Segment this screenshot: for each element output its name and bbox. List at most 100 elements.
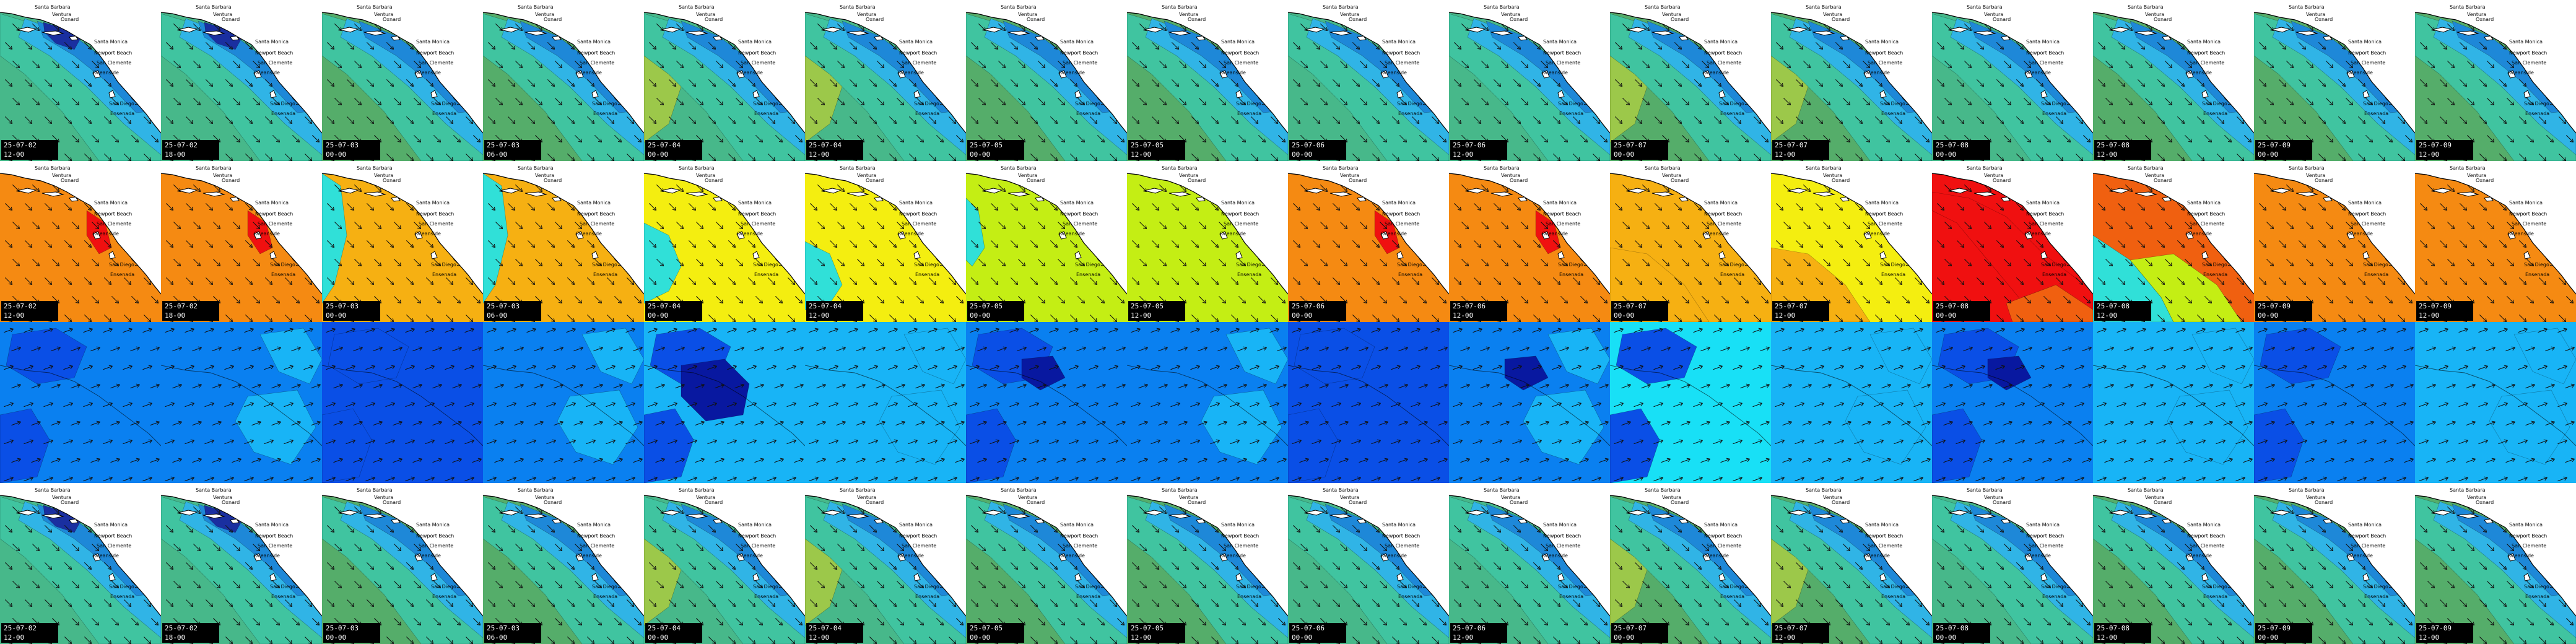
direction-arrow	[2075, 153, 2084, 161]
direction-arrow	[1874, 277, 1883, 285]
period-map-tile[interactable]: Santa Barbara Ventura Oxnard Santa Monica Ne…	[805, 161, 966, 322]
direction-arrow	[1540, 258, 1549, 267]
swell-map-tile[interactable]: Santa Barbara Ventura Oxnard Santa Monica Ne…	[1288, 0, 1449, 161]
place-label: Newport Beach	[255, 50, 293, 56]
direction-arrow	[1855, 277, 1863, 285]
period-map-tile[interactable]: Santa Barbara Ventura Oxnard Santa Monica Ne…	[161, 161, 322, 322]
swell-map-tile[interactable]: Santa Barbara Ventura Oxnard Santa Monica Ne…	[2254, 0, 2415, 161]
swell-map-tile[interactable]: Santa Barbara Ventura Oxnard Santa Monica Ne…	[1127, 0, 1288, 161]
period-map-tile[interactable]: Santa Barbara Ventura Oxnard Santa Monica Ne…	[966, 161, 1127, 322]
wind-map-tile[interactable]	[1771, 322, 1932, 483]
place-label: Santa Barbara	[35, 165, 71, 171]
direction-arrow	[494, 458, 504, 463]
swell-map-tile[interactable]: Santa Barbara Ventura Oxnard Santa Monica Ne…	[1771, 0, 1932, 161]
swell-map-tile[interactable]: Santa Barbara Ventura Oxnard Santa Monica Ne…	[1932, 0, 2093, 161]
direction-arrow	[1352, 314, 1360, 322]
wind-map-tile[interactable]	[1449, 322, 1610, 483]
direction-arrow	[1493, 116, 1502, 124]
swell-map-tile[interactable]: Santa Barbara Ventura Oxnard Santa Monica Ne…	[161, 0, 322, 161]
direction-arrow	[1964, 258, 1972, 267]
direction-arrow	[2466, 258, 2475, 267]
swell-map-tile[interactable]: Santa Barbara Ventura Oxnard Santa Monica Ne…	[322, 0, 483, 161]
direction-arrow	[393, 383, 402, 389]
wind-map-tile[interactable]	[805, 322, 966, 483]
direction-arrow	[2062, 383, 2072, 389]
direction-arrow	[2446, 420, 2456, 426]
swell-map-tile[interactable]: Santa Barbara Ventura Oxnard Santa Monica Ne…	[161, 483, 322, 644]
direction-arrow	[2345, 258, 2354, 267]
swell-map-tile[interactable]: Santa Barbara Ventura Oxnard Santa Monica Ne…	[1449, 0, 1610, 161]
direction-arrow	[2478, 476, 2488, 482]
direction-arrow	[1512, 402, 1522, 407]
period-map-tile[interactable]: Santa Barbara Ventura Oxnard Santa Monica Ne…	[1288, 161, 1449, 322]
direction-arrow	[1894, 277, 1903, 285]
swell-map-tile[interactable]: Santa Barbara Ventura Oxnard Santa Monica Ne…	[644, 0, 805, 161]
place-label: Oxnard	[705, 500, 723, 505]
wind-map-tile[interactable]	[2254, 322, 2415, 483]
direction-arrow	[837, 580, 845, 589]
period-map-tile[interactable]: Santa Barbara Ventura Oxnard Santa Monica Ne…	[1932, 161, 2093, 322]
direction-arrow	[876, 580, 885, 589]
wind-map-tile[interactable]	[161, 322, 322, 483]
direction-arrow	[1815, 116, 1824, 124]
wind-map-tile[interactable]	[483, 322, 644, 483]
swell-map-tile[interactable]: Santa Barbara Ventura Oxnard Santa Monica Ne…	[483, 483, 644, 644]
swell-map-tile[interactable]: Santa Barbara Ventura Oxnard Santa Monica Ne…	[805, 0, 966, 161]
direction-arrow	[1319, 420, 1329, 426]
period-map-tile[interactable]: Santa Barbara Ventura Oxnard Santa Monica Ne…	[644, 161, 805, 322]
direction-arrow	[304, 116, 313, 124]
direction-arrow	[856, 458, 866, 463]
swell-map-tile[interactable]: Santa Barbara Ventura Oxnard Santa Monica Ne…	[1610, 0, 1771, 161]
direction-arrow	[1411, 277, 1420, 285]
direction-arrow	[948, 277, 957, 285]
wind-map-tile[interactable]	[0, 322, 161, 483]
swell-map-tile[interactable]: Santa Barbara Ventura Oxnard Santa Monica Ne…	[2093, 0, 2254, 161]
period-map-tile[interactable]: Santa Barbara Ventura Oxnard Santa Monica Ne…	[2093, 161, 2254, 322]
direction-arrow	[656, 543, 664, 552]
period-map-tile[interactable]: Santa Barbara Ventura Oxnard Santa Monica Ne…	[1449, 161, 1610, 322]
period-map-tile[interactable]: Santa Barbara Ventura Oxnard Santa Monica Ne…	[483, 161, 644, 322]
direction-arrow	[2125, 258, 2133, 267]
period-map-tile[interactable]: Santa Barbara Ventura Oxnard Santa Monica Ne…	[322, 161, 483, 322]
direction-arrow	[687, 439, 697, 445]
timestamp-label: 25-07-04 00-00	[645, 140, 702, 160]
wind-map-tile[interactable]	[1610, 322, 1771, 483]
period-map-tile[interactable]: Santa Barbara Ventura Oxnard Santa Monica Ne…	[1610, 161, 1771, 322]
direction-arrow	[165, 562, 174, 570]
swell-map-tile[interactable]: Santa Barbara Ventura Oxnard Santa Monica Ne…	[0, 483, 161, 644]
direction-arrow	[567, 562, 575, 570]
period-map-tile[interactable]: Santa Barbara Ventura Oxnard Santa Monica Ne…	[1127, 161, 1288, 322]
wind-map-tile[interactable]	[966, 322, 1127, 483]
swell-map-tile[interactable]: Santa Barbara Ventura Oxnard Santa Monica Ne…	[322, 483, 483, 644]
swell-map-tile[interactable]: Santa Barbara Ventura Oxnard Santa Monica Ne…	[805, 483, 966, 644]
period-map-tile[interactable]: Santa Barbara Ventura Oxnard Santa Monica Ne…	[2415, 161, 2576, 322]
coastline	[644, 365, 805, 446]
period-map-tile[interactable]: Santa Barbara Ventura Oxnard Santa Monica Ne…	[1771, 161, 1932, 322]
direction-arrow	[2097, 365, 2107, 370]
wind-map-tile[interactable]	[644, 322, 805, 483]
direction-arrow	[1292, 476, 1302, 482]
direction-arrow	[1292, 365, 1302, 370]
swell-map-tile[interactable]: Santa Barbara Ventura Oxnard Santa Monica Ne…	[966, 483, 1127, 644]
wind-map-tile[interactable]	[1288, 322, 1449, 483]
wind-map-tile[interactable]	[1127, 322, 1288, 483]
land-mass	[1610, 161, 1771, 294]
swell-map-tile[interactable]: Santa Barbara Ventura Oxnard Santa Monica Ne…	[966, 0, 1127, 161]
direction-arrow	[1419, 134, 1427, 143]
wind-map-tile[interactable]	[2415, 322, 2576, 483]
direction-arrow	[787, 314, 796, 322]
wind-map-tile[interactable]	[2093, 322, 2254, 483]
wind-map-tile[interactable]	[1932, 322, 2093, 483]
direction-arrow	[1089, 328, 1099, 333]
swell-map-tile[interactable]: Santa Barbara Ventura Oxnard Santa Monica Ne…	[483, 0, 644, 161]
wind-map-tile[interactable]	[322, 322, 483, 483]
period-map-tile[interactable]: Santa Barbara Ventura Oxnard Santa Monica Ne…	[2254, 161, 2415, 322]
period-map-tile[interactable]: Santa Barbara Ventura Oxnard Santa Monica Ne…	[0, 161, 161, 322]
swell-map-tile[interactable]: Santa Barbara Ventura Oxnard Santa Monica Ne…	[0, 0, 161, 161]
direction-arrow	[44, 202, 53, 211]
direction-arrow	[2338, 202, 2346, 211]
place-label: Ventura	[213, 495, 232, 500]
swell-map-tile[interactable]: Santa Barbara Ventura Oxnard Santa Monica Ne…	[644, 483, 805, 644]
swell-map-tile[interactable]: Santa Barbara Ventura Oxnard Santa Monica Ne…	[2415, 0, 2576, 161]
